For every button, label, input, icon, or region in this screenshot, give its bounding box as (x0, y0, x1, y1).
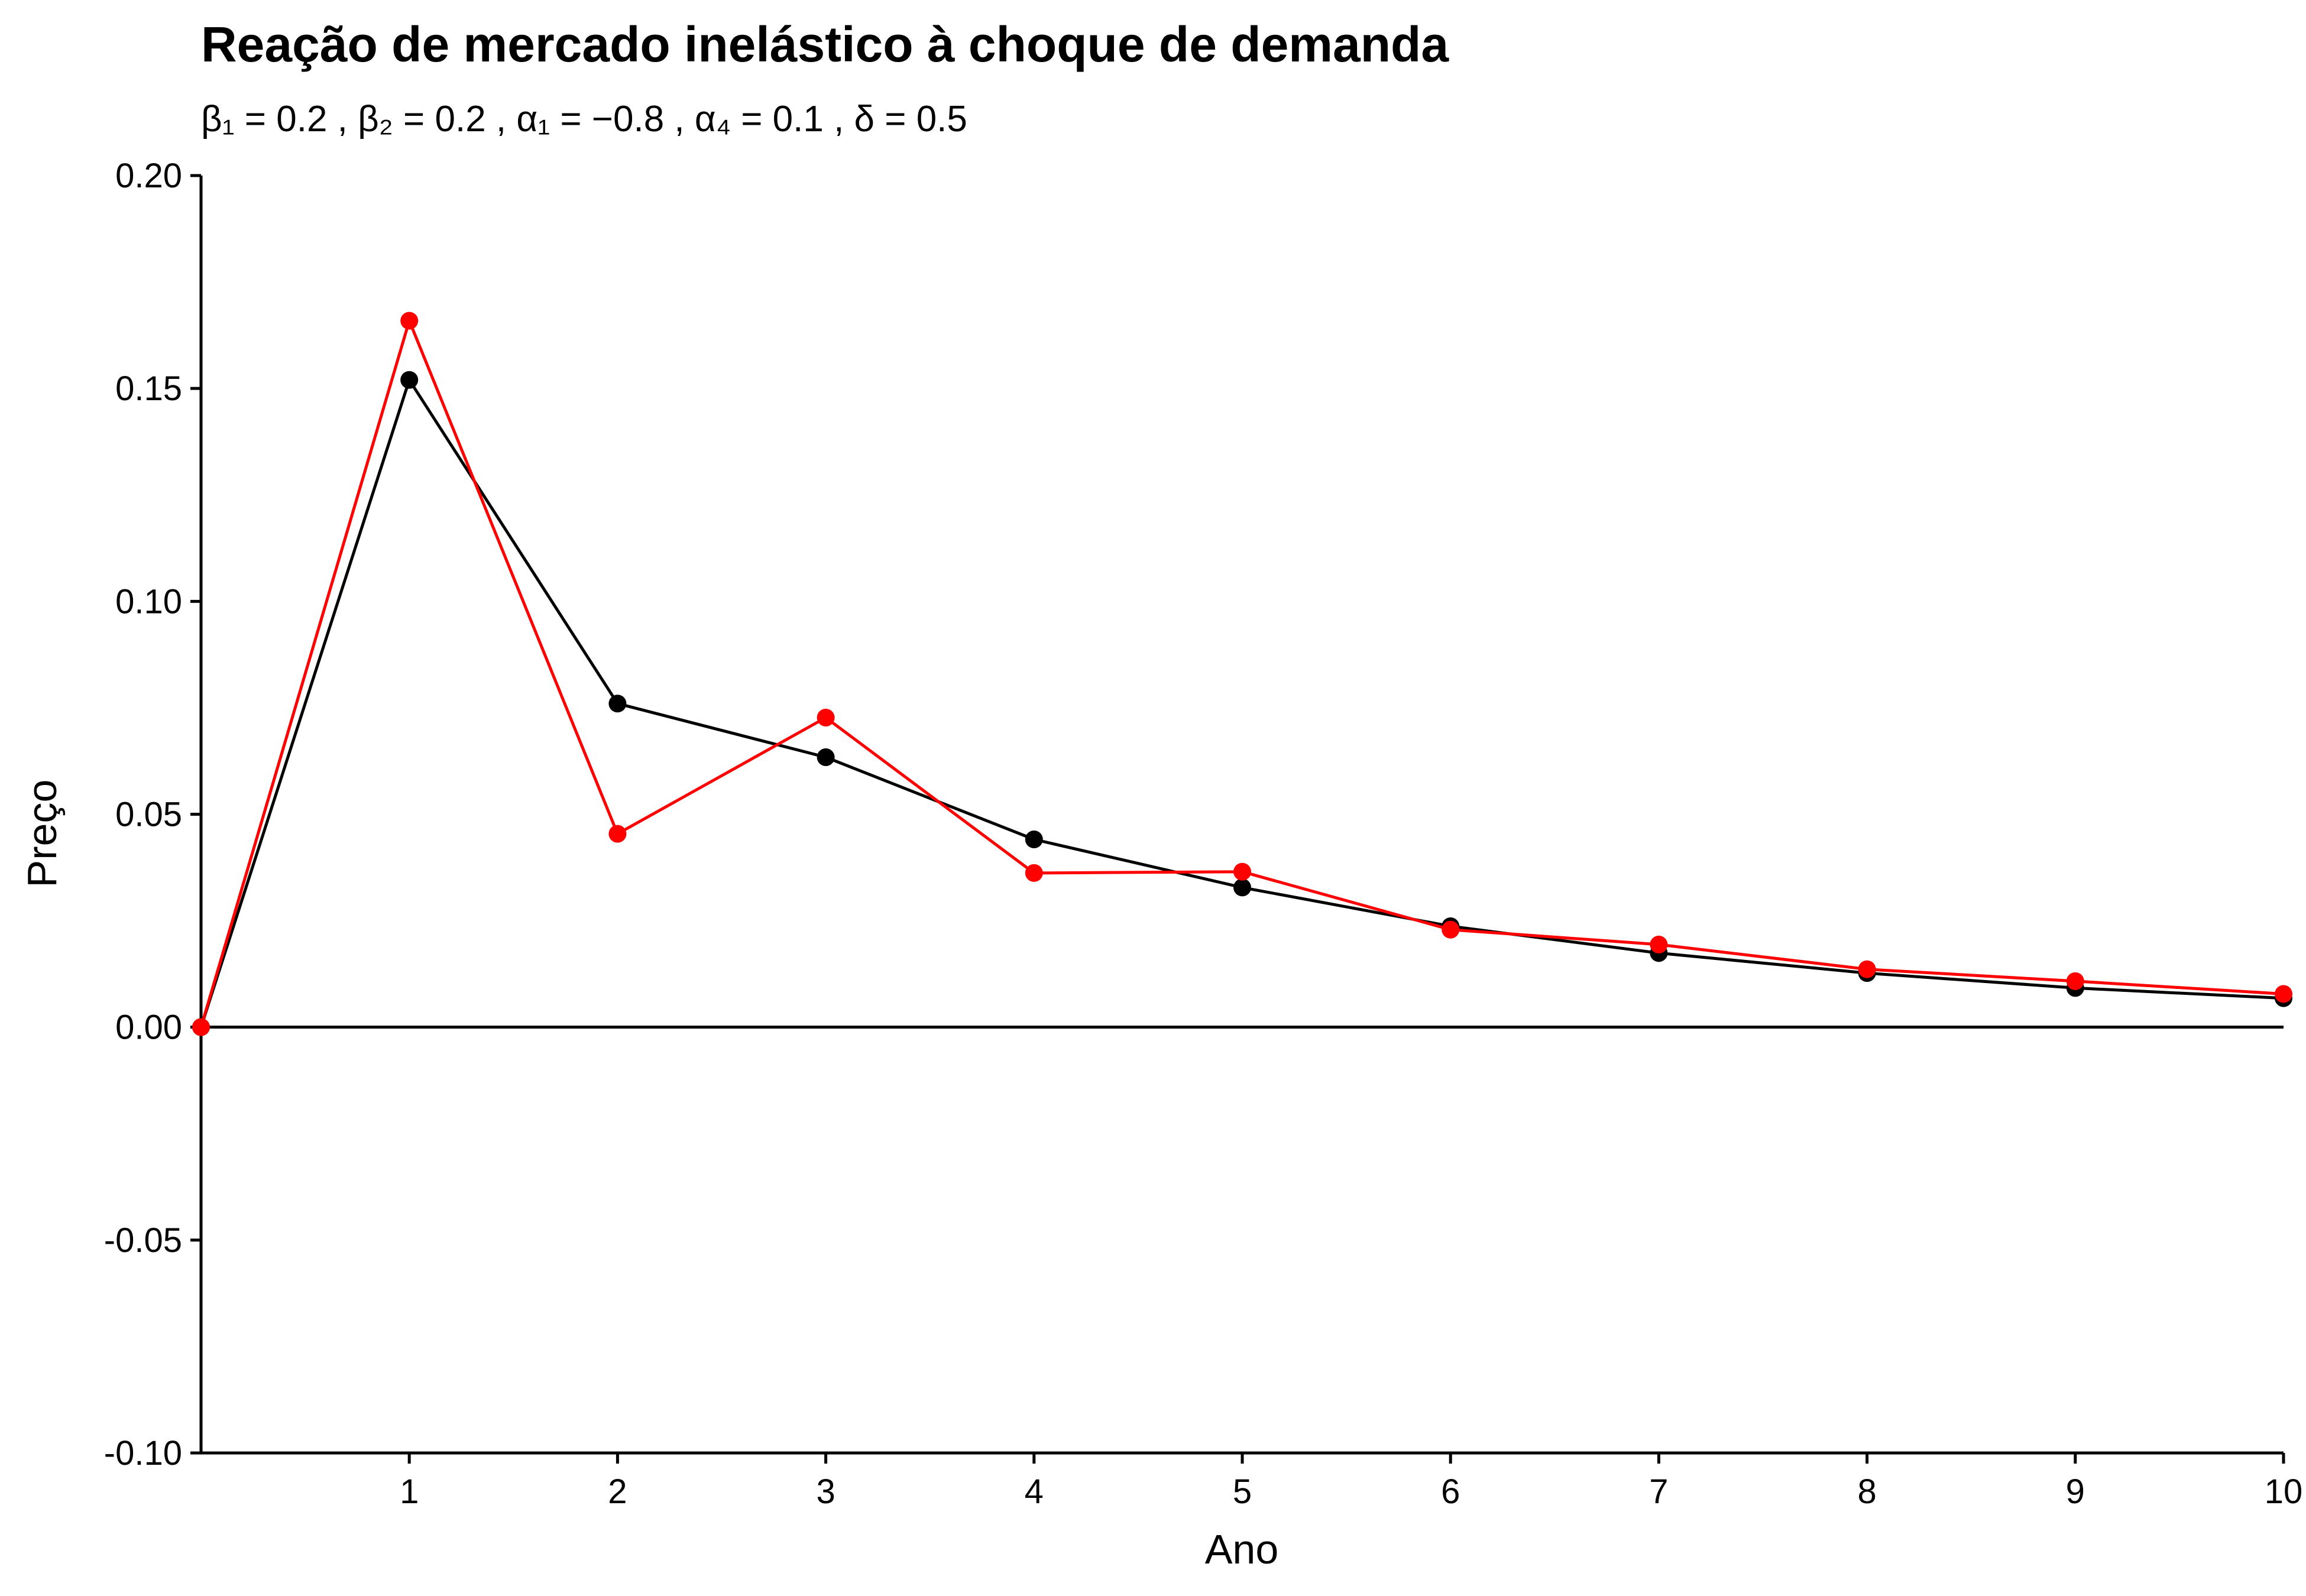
series-2-point (1858, 960, 1876, 978)
x-tick-label: 8 (1857, 1472, 1876, 1511)
y-tick-label: 0.05 (115, 796, 182, 834)
x-tick-label: 7 (1649, 1472, 1668, 1511)
x-tick-label: 3 (816, 1472, 835, 1511)
series-2-point (1650, 935, 1668, 953)
y-tick-label: 0.15 (115, 369, 182, 408)
y-tick-label: 0.20 (115, 157, 182, 195)
series-1-point (817, 748, 835, 766)
y-tick-label: -0.10 (104, 1434, 182, 1472)
series-2-point (400, 312, 419, 330)
series-2-point (608, 825, 627, 843)
y-tick-label: 0.10 (115, 582, 182, 621)
x-tick-label: 4 (1025, 1472, 1044, 1511)
series-2-point (192, 1018, 210, 1036)
y-tick-label: 0.00 (115, 1008, 182, 1047)
axes: -0.10 -0.05 0.00 0.05 0.10 0.15 0.20 1 2 3 4 5 6 7 8 9 1… (104, 157, 2302, 1511)
x-tick-label: 1 (400, 1472, 419, 1511)
series-1-point (1025, 830, 1043, 848)
y-axis-title: Preço (19, 780, 65, 888)
x-tick-label: 10 (2265, 1472, 2303, 1511)
chart-subtitle: β₁ = 0.2 , β₂ = 0.2 , α₁ = −0.8 , α₄ = 0… (201, 99, 967, 140)
series-2-point (2275, 985, 2292, 1003)
x-tick-label: 9 (2066, 1472, 2085, 1511)
series-2-point (1025, 864, 1043, 882)
x-tick-label: 5 (1233, 1472, 1252, 1511)
series-layer (192, 312, 2292, 1036)
series-1-point (608, 695, 627, 713)
y-tick-label: -0.05 (104, 1221, 182, 1260)
series-line-2 (199, 319, 2284, 1028)
series-2-point (817, 708, 835, 726)
x-axis-title: Ano (1205, 1526, 1279, 1572)
series-1-point (1233, 878, 1251, 897)
series-2-point (1233, 862, 1251, 881)
x-tick-label: 6 (1441, 1472, 1460, 1511)
series-line-1 (199, 378, 2284, 1028)
x-tick-label: 2 (608, 1472, 627, 1511)
chart-title: Reação de mercado inelástico à choque de… (201, 17, 1449, 72)
series-2-point (1442, 920, 1460, 939)
series-1-point (400, 371, 419, 389)
series-2-point (2066, 972, 2084, 990)
